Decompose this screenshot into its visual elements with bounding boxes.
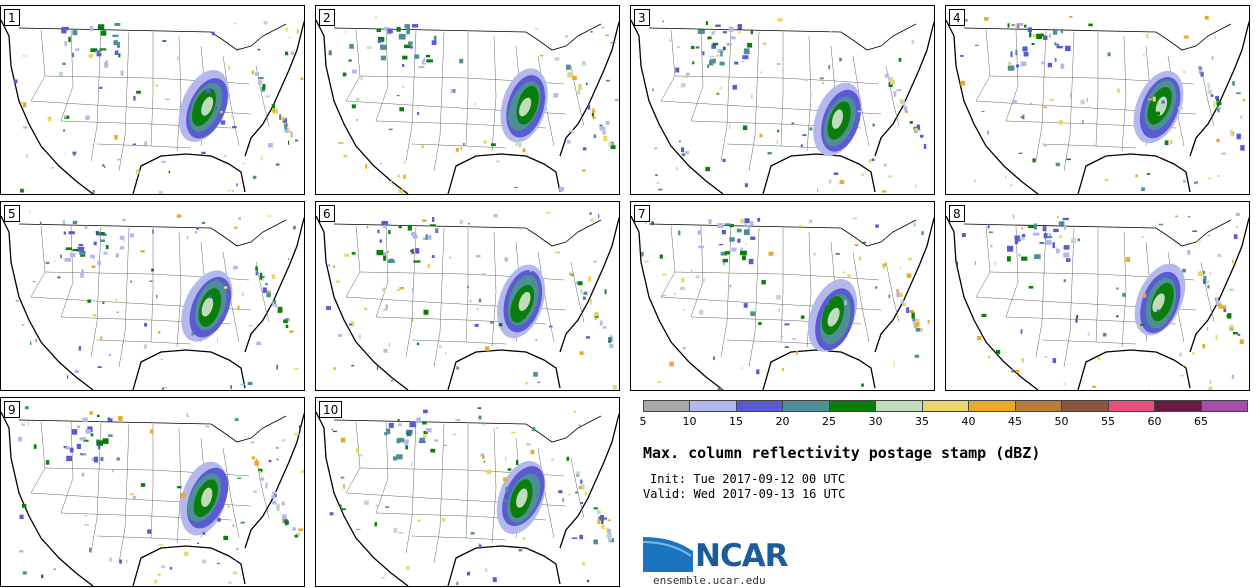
colorbar-segment [922, 401, 970, 411]
colorbar-segment [1155, 401, 1202, 411]
colorbar-tick: 65 [1194, 415, 1208, 428]
postage-stamp-panel-6: 6 [315, 201, 620, 391]
colorbar-tick: 30 [868, 415, 883, 428]
reflectivity-map-4 [946, 15, 1249, 194]
colorbar-segment [1015, 401, 1063, 411]
reflectivity-map-8 [946, 212, 1249, 390]
postage-stamp-panel-10: 10 [315, 397, 620, 587]
member-label: 9 [4, 401, 20, 418]
reflectivity-map-10 [316, 407, 619, 586]
reflectivity-map-5 [1, 210, 304, 390]
postage-stamp-panel-1: 1 [0, 5, 305, 195]
colorbar-tick: 60 [1147, 415, 1162, 428]
member-label: 4 [949, 9, 965, 26]
colorbar-segment [644, 401, 691, 411]
colorbar-tick: 20 [775, 415, 790, 428]
postage-stamp-panel-9: 9 [0, 397, 305, 587]
colorbar-tick: 45 [1008, 415, 1022, 428]
member-label: 8 [949, 205, 965, 222]
colorbar-segment [1108, 401, 1156, 411]
member-label: 6 [319, 205, 335, 222]
member-label: 3 [634, 9, 650, 26]
reflectivity-map-6 [316, 211, 619, 390]
ncar-logo-text: NCAR [695, 538, 789, 574]
init-time: Init: Tue 2017-09-12 00 UTC [650, 472, 846, 486]
colorbar-tick: 55 [1101, 415, 1115, 428]
colorbar-tick: 35 [915, 415, 929, 428]
postage-stamp-panel-4: 4 [945, 5, 1250, 195]
member-label: 7 [634, 205, 650, 222]
reflectivity-colorbar [643, 400, 1248, 412]
colorbar-segment [690, 401, 737, 411]
colorbar-tick-labels: 5 10 15 20 25 30 35 40 45 50 55 60 65 [639, 415, 1248, 429]
postage-stamp-panel-5: 5 [0, 201, 305, 391]
colorbar-segment [829, 401, 877, 411]
member-label: 5 [4, 205, 20, 222]
logo-url: ensemble.ucar.edu [653, 574, 766, 587]
colorbar-segment [876, 401, 923, 411]
reflectivity-map-1 [1, 16, 304, 194]
colorbar-segment [783, 401, 830, 411]
figure-title: Max. column reflectivity postage stamp (… [643, 444, 1041, 462]
reflectivity-map-9 [1, 406, 304, 586]
reflectivity-map-7 [631, 215, 934, 390]
ncar-logo-icon [643, 535, 694, 572]
member-label: 1 [4, 9, 20, 26]
colorbar-tick: 15 [729, 415, 743, 428]
member-label: 2 [319, 9, 335, 26]
colorbar-tick: 5 [639, 415, 647, 428]
colorbar-tick: 10 [682, 415, 697, 428]
colorbar-segment [736, 401, 784, 411]
colorbar-tick: 50 [1054, 415, 1069, 428]
reflectivity-map-2 [316, 15, 619, 194]
colorbar-segment [1201, 401, 1248, 411]
colorbar-tick: 25 [822, 415, 836, 428]
colorbar-segment [969, 401, 1016, 411]
postage-stamp-panel-2: 2 [315, 5, 620, 195]
postage-stamp-panel-8: 8 [945, 201, 1250, 391]
colorbar-tick: 40 [961, 415, 976, 428]
colorbar-segment [1062, 401, 1109, 411]
postage-stamp-panel-3: 3 [630, 5, 935, 195]
reflectivity-map-3 [631, 18, 934, 194]
valid-time: Valid: Wed 2017-09-13 16 UTC [643, 487, 846, 501]
postage-stamp-panel-7: 7 [630, 201, 935, 391]
member-label: 10 [319, 401, 343, 418]
